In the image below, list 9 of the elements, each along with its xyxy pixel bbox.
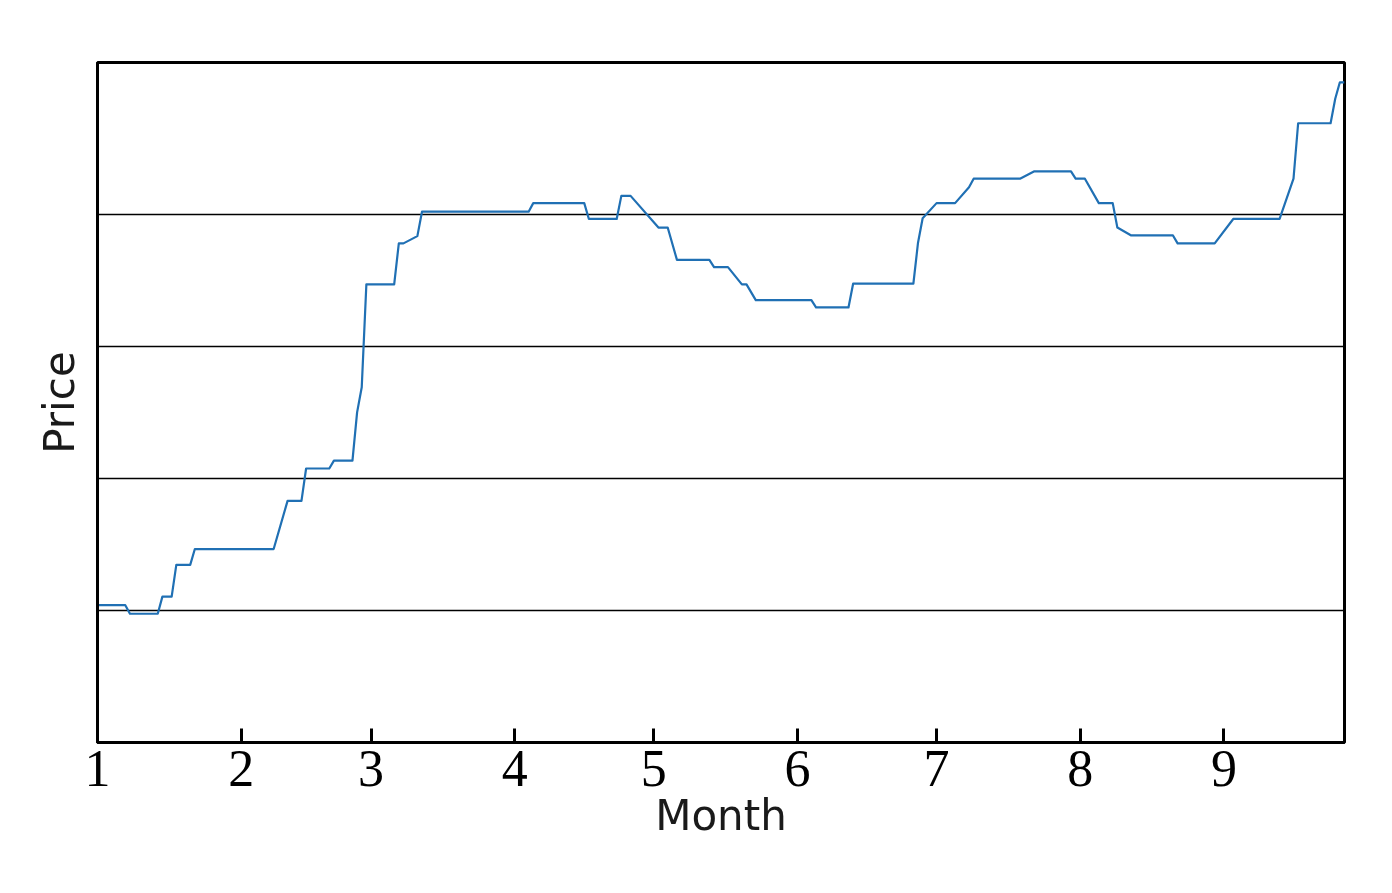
x-tick-label: 8 <box>1067 739 1094 797</box>
y-axis-title: Price <box>34 351 84 454</box>
x-tick-label: 3 <box>358 739 385 797</box>
x-tick-label: 4 <box>501 739 528 797</box>
x-tick-label: 1 <box>84 739 111 797</box>
x-tick-label: 6 <box>784 739 811 797</box>
x-tick-label: 7 <box>923 739 950 797</box>
x-tick-label: 2 <box>228 739 255 797</box>
x-tick-label: 9 <box>1210 739 1237 797</box>
